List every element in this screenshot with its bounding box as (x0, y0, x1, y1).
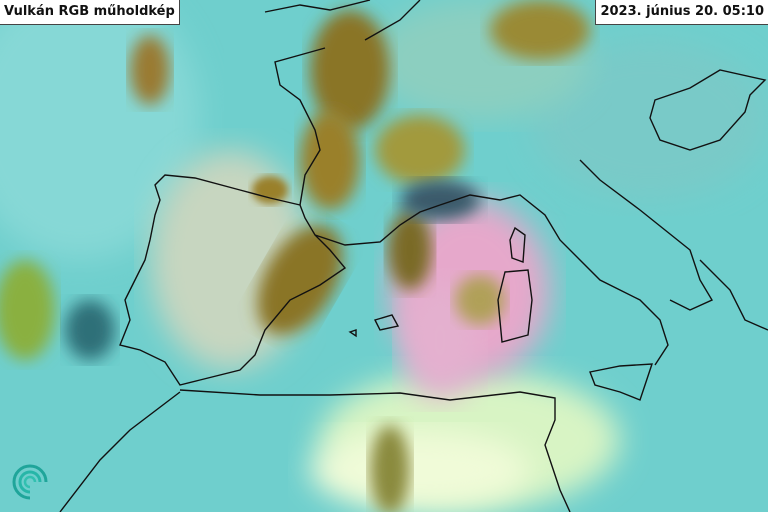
coastlines (59, 0, 768, 512)
coastline-france (274, 47, 441, 246)
coastline-north-sea (264, 0, 421, 41)
coastline-balkans (699, 259, 768, 331)
coastline-italy (439, 159, 714, 366)
timestamp-label: 2023. június 20. 05:10 (595, 0, 768, 25)
coastline-sicily (589, 363, 653, 401)
map-title: Vulkán RGB műholdkép (0, 0, 180, 25)
coastline-iberia (119, 174, 347, 386)
border-hungary (649, 69, 767, 151)
swirl-logo-icon (12, 464, 48, 500)
coastline-corsica (509, 226, 526, 263)
coastline-sardinia (497, 269, 533, 343)
coastline-north-africa (59, 389, 571, 512)
coastline-balearics (348, 314, 400, 338)
